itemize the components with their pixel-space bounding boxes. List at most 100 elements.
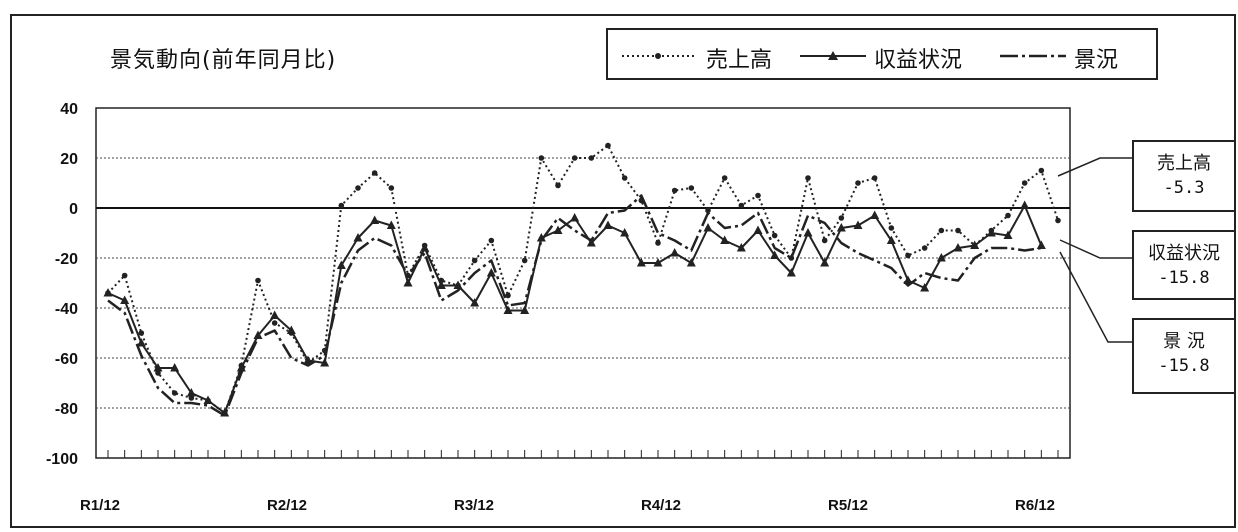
callout-business-value: -15.8 [1158,356,1210,376]
callout-leader-business [1059,251,1132,343]
series-1-point [1003,230,1013,239]
x-tick-label: R2/12 [267,497,307,514]
series-1-point [936,253,946,262]
callout-sales: 売上高 -5.3 [1132,140,1236,212]
callout-leader-sales [1057,157,1132,177]
series-1-point [170,363,180,372]
series-1-point [136,338,146,347]
series-0-point [871,175,878,181]
legend: 売上高 収益状況 景況 [606,28,1158,80]
legend-swatch-profit [800,51,866,60]
series-1-point [920,283,930,292]
series-0-point [155,370,161,376]
y-tick-label: 40 [60,101,78,118]
series-1-point [636,258,646,267]
series-0-point [571,155,578,161]
callout-profit-name: 収益状況 [1148,243,1220,264]
series-1-point [303,355,313,364]
series-0-point [771,232,778,239]
series-0-point [671,187,678,194]
series-1-point [686,258,696,267]
series-1-point [520,305,530,314]
series-1-point [120,295,130,304]
series-0-point [138,330,145,336]
series-1-point [770,250,780,259]
legend-swatch-business [1000,54,1066,58]
series-1-point [336,260,346,269]
series-1-point [736,243,746,252]
series-0-point [471,257,478,264]
series-1-point [536,233,546,242]
series-0-point [805,175,811,181]
legend-label-sales: 売上高 [706,48,773,73]
x-tick-label: R5/12 [828,497,868,514]
series-1-point [670,248,680,257]
series-0-point [488,237,495,244]
callout-sales-name: 売上高 [1157,153,1211,174]
series-0-point [188,395,195,401]
series-1-point [470,298,480,307]
series-0-point [505,292,511,299]
series-1-point [186,388,196,397]
series-1-point [553,225,563,234]
series-0-point [388,185,395,191]
series-1-point [720,235,730,244]
series-0-point [1021,180,1028,186]
series-1-point [803,228,813,237]
series-0-point [821,237,828,244]
series-0-point [705,207,711,214]
series-0-point [555,182,561,189]
legend-label-business: 景況 [1074,48,1119,73]
series-1-point [1036,240,1046,249]
y-tick-label: -100 [46,451,78,468]
series-1-point [570,213,580,222]
series-0-point [271,320,278,326]
series-0-point [621,175,628,181]
series-0-point [888,225,895,231]
series-1-point [153,363,163,372]
series-0-point [955,227,961,234]
series-0-point [721,175,728,181]
series-0-point [371,170,378,176]
series-0-point [171,390,178,396]
series-0-point [588,155,595,161]
legend-item-business: 景況 [998,38,1148,73]
series-0-point [838,215,845,221]
series-1-point [586,238,596,247]
series-0-point [121,272,128,279]
series-0-point [1038,167,1045,174]
series-1-point [953,243,963,252]
series-1-point [320,358,330,367]
series-0-point [521,257,528,264]
series-1-point [103,288,113,297]
y-tick-label: -20 [55,251,78,268]
y-tick-label: 20 [60,151,78,168]
series-1-point [370,215,380,224]
legend-swatch-sales [622,53,694,59]
x-tick-label: R4/12 [641,497,681,514]
series-0-point [355,185,361,191]
series-0-point [738,202,745,209]
series-1-point [503,305,513,314]
series-0-point [1055,217,1061,224]
series-1-point [420,243,430,252]
chart-frame [10,14,1236,528]
x-tick-label: R1/12 [80,497,120,514]
series-1-point [653,258,663,267]
series-0-point [938,227,945,234]
series-1-point [870,210,880,219]
series-1-point [603,220,613,229]
series-line-2 [107,194,1042,417]
callout-profit-value: -15.8 [1158,268,1210,288]
y-tick-label: 0 [69,201,78,218]
series-0-point [905,252,911,259]
series-1-point [620,228,630,237]
series-1-point [453,280,463,289]
series-1-point [853,220,863,229]
series-1-point [820,258,830,267]
series-0-point [921,245,928,251]
callout-business-name: 景 況 [1163,331,1205,352]
x-tick-label: R6/12 [1015,497,1055,514]
series-0-point [338,202,345,209]
